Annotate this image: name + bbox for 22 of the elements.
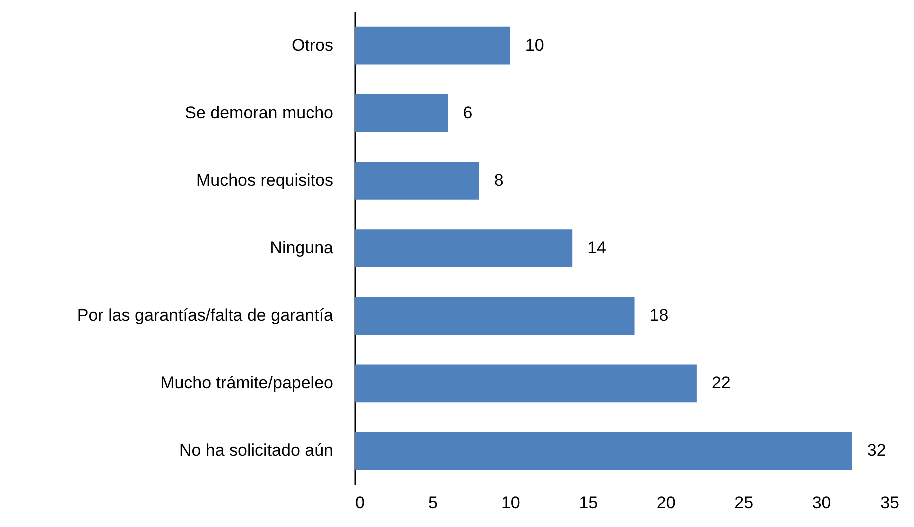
y-tick-label: Por las garantías/falta de garantía [77,306,334,326]
data-label: 32 [867,441,886,460]
x-tick-label: 5 [428,494,438,512]
y-tick-label: Se demoran mucho [185,103,334,122]
data-label: 14 [588,238,607,258]
x-tick-label: 0 [356,494,365,512]
data-label: 10 [525,36,544,55]
y-tick-label: Mucho trámite/papeleo [160,374,334,393]
data-label: 6 [463,103,473,122]
x-tick-label: 20 [656,494,676,512]
data-label: 18 [650,306,669,326]
y-tick-label: Ninguna [270,238,334,258]
y-tick-label: Otros [292,36,334,55]
x-tick-label: 35 [880,494,900,512]
data-label: 22 [712,374,731,393]
x-tick-label: 30 [812,494,832,512]
x-tick-label: 25 [734,494,754,512]
x-tick-label: 15 [579,494,598,512]
y-tick-label: No ha solicitado aún [179,441,334,460]
x-tick-label: 10 [501,494,520,512]
data-label: 8 [494,170,504,190]
y-tick-label: Muchos requisitos [196,170,334,190]
